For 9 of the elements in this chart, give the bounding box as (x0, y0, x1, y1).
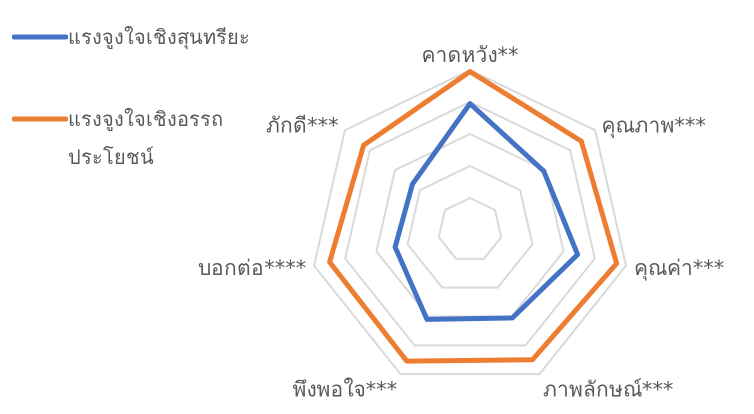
spoke-label: บอกต่อ**** (198, 256, 306, 280)
spoke-label: พึงพอใจ*** (292, 377, 398, 402)
spoke-label: คุณค่า*** (634, 256, 724, 281)
spoke-label: ภักดี*** (266, 114, 339, 138)
legend-label: แรงจูงใจเชิงสุนทรียะ (68, 24, 251, 52)
spoke-label: ภาพลักษณ์*** (542, 377, 674, 402)
spoke-label: คุณภาพ*** (601, 114, 706, 139)
legend-label: แรงจูงใจเชิงอรรถประโยชน์ (68, 107, 223, 169)
spoke-label: คาดหวัง** (422, 43, 518, 67)
